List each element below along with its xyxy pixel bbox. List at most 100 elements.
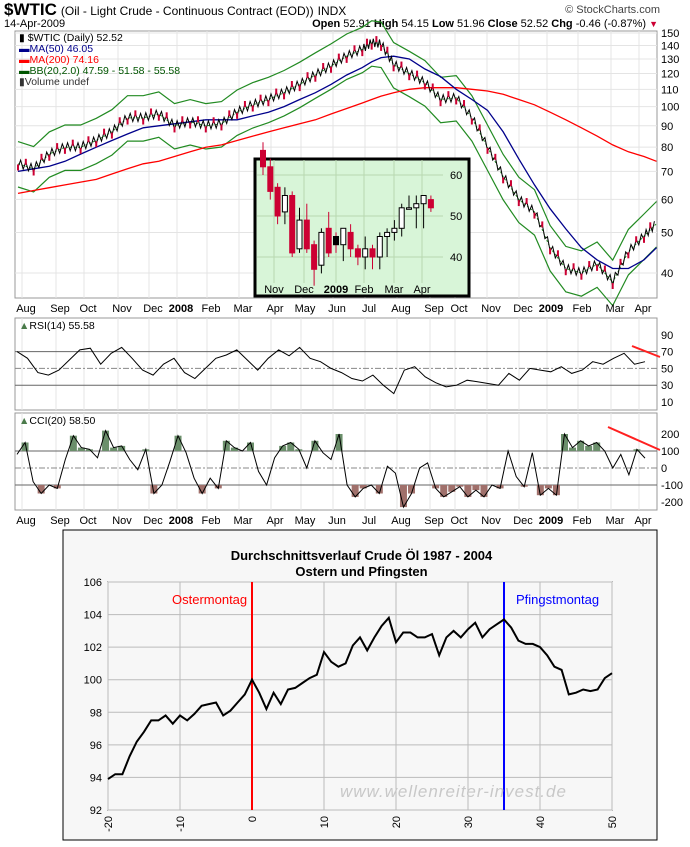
cci-fill-positive [335, 434, 343, 451]
x-tick-label: Oct [450, 515, 467, 527]
cci-fill-negative [464, 485, 472, 497]
inset-x-label: Mar [385, 284, 404, 296]
bottom-y-label: 100 [84, 675, 102, 687]
price-candle [228, 110, 231, 117]
x-tick-label: Jul [362, 515, 376, 527]
ma200-line [17, 87, 657, 195]
down-arrow-icon: ▼ [649, 19, 658, 29]
cci-fill-positive [585, 445, 593, 451]
price-candle [165, 112, 168, 119]
x-tick-label: Mar [234, 303, 253, 315]
price-candle [314, 75, 317, 82]
price-candle [298, 85, 301, 92]
description: (Oil - Light Crude - Continuous Contract… [60, 4, 314, 18]
high-value: 54.15 [401, 18, 429, 30]
price-candle [103, 128, 106, 135]
ohlc-readout: Open 52.91 High 54.15 Low 51.96 Close 52… [312, 18, 658, 30]
bottom-y-label: 94 [90, 772, 102, 784]
price-candle [643, 236, 645, 243]
price-tick-label: 60 [661, 194, 673, 206]
x-tick-label: 2008 [169, 515, 193, 527]
price-candle [110, 132, 113, 139]
inset-candle [420, 195, 427, 205]
inset-candle [318, 231, 325, 266]
price-candle [87, 136, 90, 143]
price-candle [251, 105, 254, 112]
cci-fill-negative [456, 485, 464, 487]
price-candle [56, 143, 59, 150]
rsi-trendline [631, 345, 661, 358]
brand-logo[interactable]: © StockCharts.com [565, 4, 660, 16]
price-tick-label: 50 [661, 228, 673, 240]
inset-y-label: 50 [450, 211, 462, 223]
price-candle [330, 66, 332, 73]
legend-ma50-text: MA(50) 46.05 [29, 43, 94, 55]
cci-fill-positive [593, 442, 601, 451]
price-candle [212, 117, 215, 124]
inset-candle [333, 236, 339, 246]
bb-lower-line [17, 65, 657, 307]
inset-x-label: 2009 [324, 284, 348, 296]
cci-tick-label: -200 [661, 497, 683, 509]
cci-fill-negative [408, 485, 416, 494]
cci-fill-positive [110, 447, 118, 451]
legend-volume: ▮Volume undef [19, 76, 89, 88]
price-candle [173, 126, 176, 133]
bottom-x-label: -10 [175, 816, 187, 832]
price-candle [17, 164, 19, 171]
cci-fill-positive [246, 442, 254, 451]
low-label: Low [431, 18, 454, 30]
inset-candle [376, 236, 383, 258]
price-candle [365, 38, 368, 45]
inset-candle [289, 195, 296, 254]
legend-cci-text: CCI(20) 58.50 [29, 415, 96, 427]
x-tick-label: Dec [143, 515, 163, 527]
price-tick-label: 80 [661, 142, 673, 154]
inset-candle [347, 231, 354, 250]
price-tick-label: 40 [661, 268, 673, 280]
cci-fill-positive [230, 447, 238, 451]
bottom-y-label: 92 [90, 805, 102, 817]
x-tick-label: Mar [234, 515, 253, 527]
price-candle [431, 83, 434, 90]
bottom-series-line [107, 615, 613, 780]
cci-fill-negative [536, 485, 544, 496]
legend-ma50: ▬MA(50) 46.05 [19, 43, 94, 55]
price-candle [525, 198, 528, 205]
price-candle [533, 212, 536, 219]
x-tick-label: Feb [202, 303, 221, 315]
x-tick-label: Oct [79, 303, 96, 315]
x-tick-label: Nov [112, 515, 132, 527]
price-candle [40, 153, 43, 160]
rsi-line [16, 346, 646, 395]
cci-fill-negative [359, 485, 367, 489]
x-tick-label: Mar [606, 303, 625, 315]
price-candle [494, 153, 497, 160]
price-candle [283, 93, 286, 100]
cci-fill-positive [569, 447, 577, 451]
inset-candle [274, 186, 281, 217]
bottom-y-label: 104 [84, 610, 102, 622]
price-candle [580, 273, 583, 280]
cci-fill-positive [174, 435, 182, 451]
bottom-x-label: 40 [535, 816, 547, 828]
price-candle [603, 265, 606, 272]
price-candle [126, 118, 129, 125]
x-tick-label: Feb [573, 515, 592, 527]
chg-value: -0.46 (-0.87%) [575, 18, 647, 30]
cci-fill-positive [222, 440, 230, 451]
bottom-y-label: 102 [84, 642, 102, 654]
inset-candle [340, 227, 347, 246]
bottom-title: Durchschnittsverlauf Crude Öl 1987 - 200… [230, 548, 493, 563]
x-tick-label: 2008 [169, 303, 193, 315]
date: 14-Apr-2009 [4, 18, 66, 30]
price-candle [416, 70, 419, 77]
price-candle [204, 126, 207, 133]
price-candle [150, 108, 153, 115]
price-candle [189, 122, 192, 129]
price-tick-label: 120 [661, 69, 679, 81]
legend-cci: ▲CCI(20) 58.50 [19, 415, 96, 427]
x-tick-label: Oct [450, 303, 467, 315]
price-candle [134, 110, 137, 117]
